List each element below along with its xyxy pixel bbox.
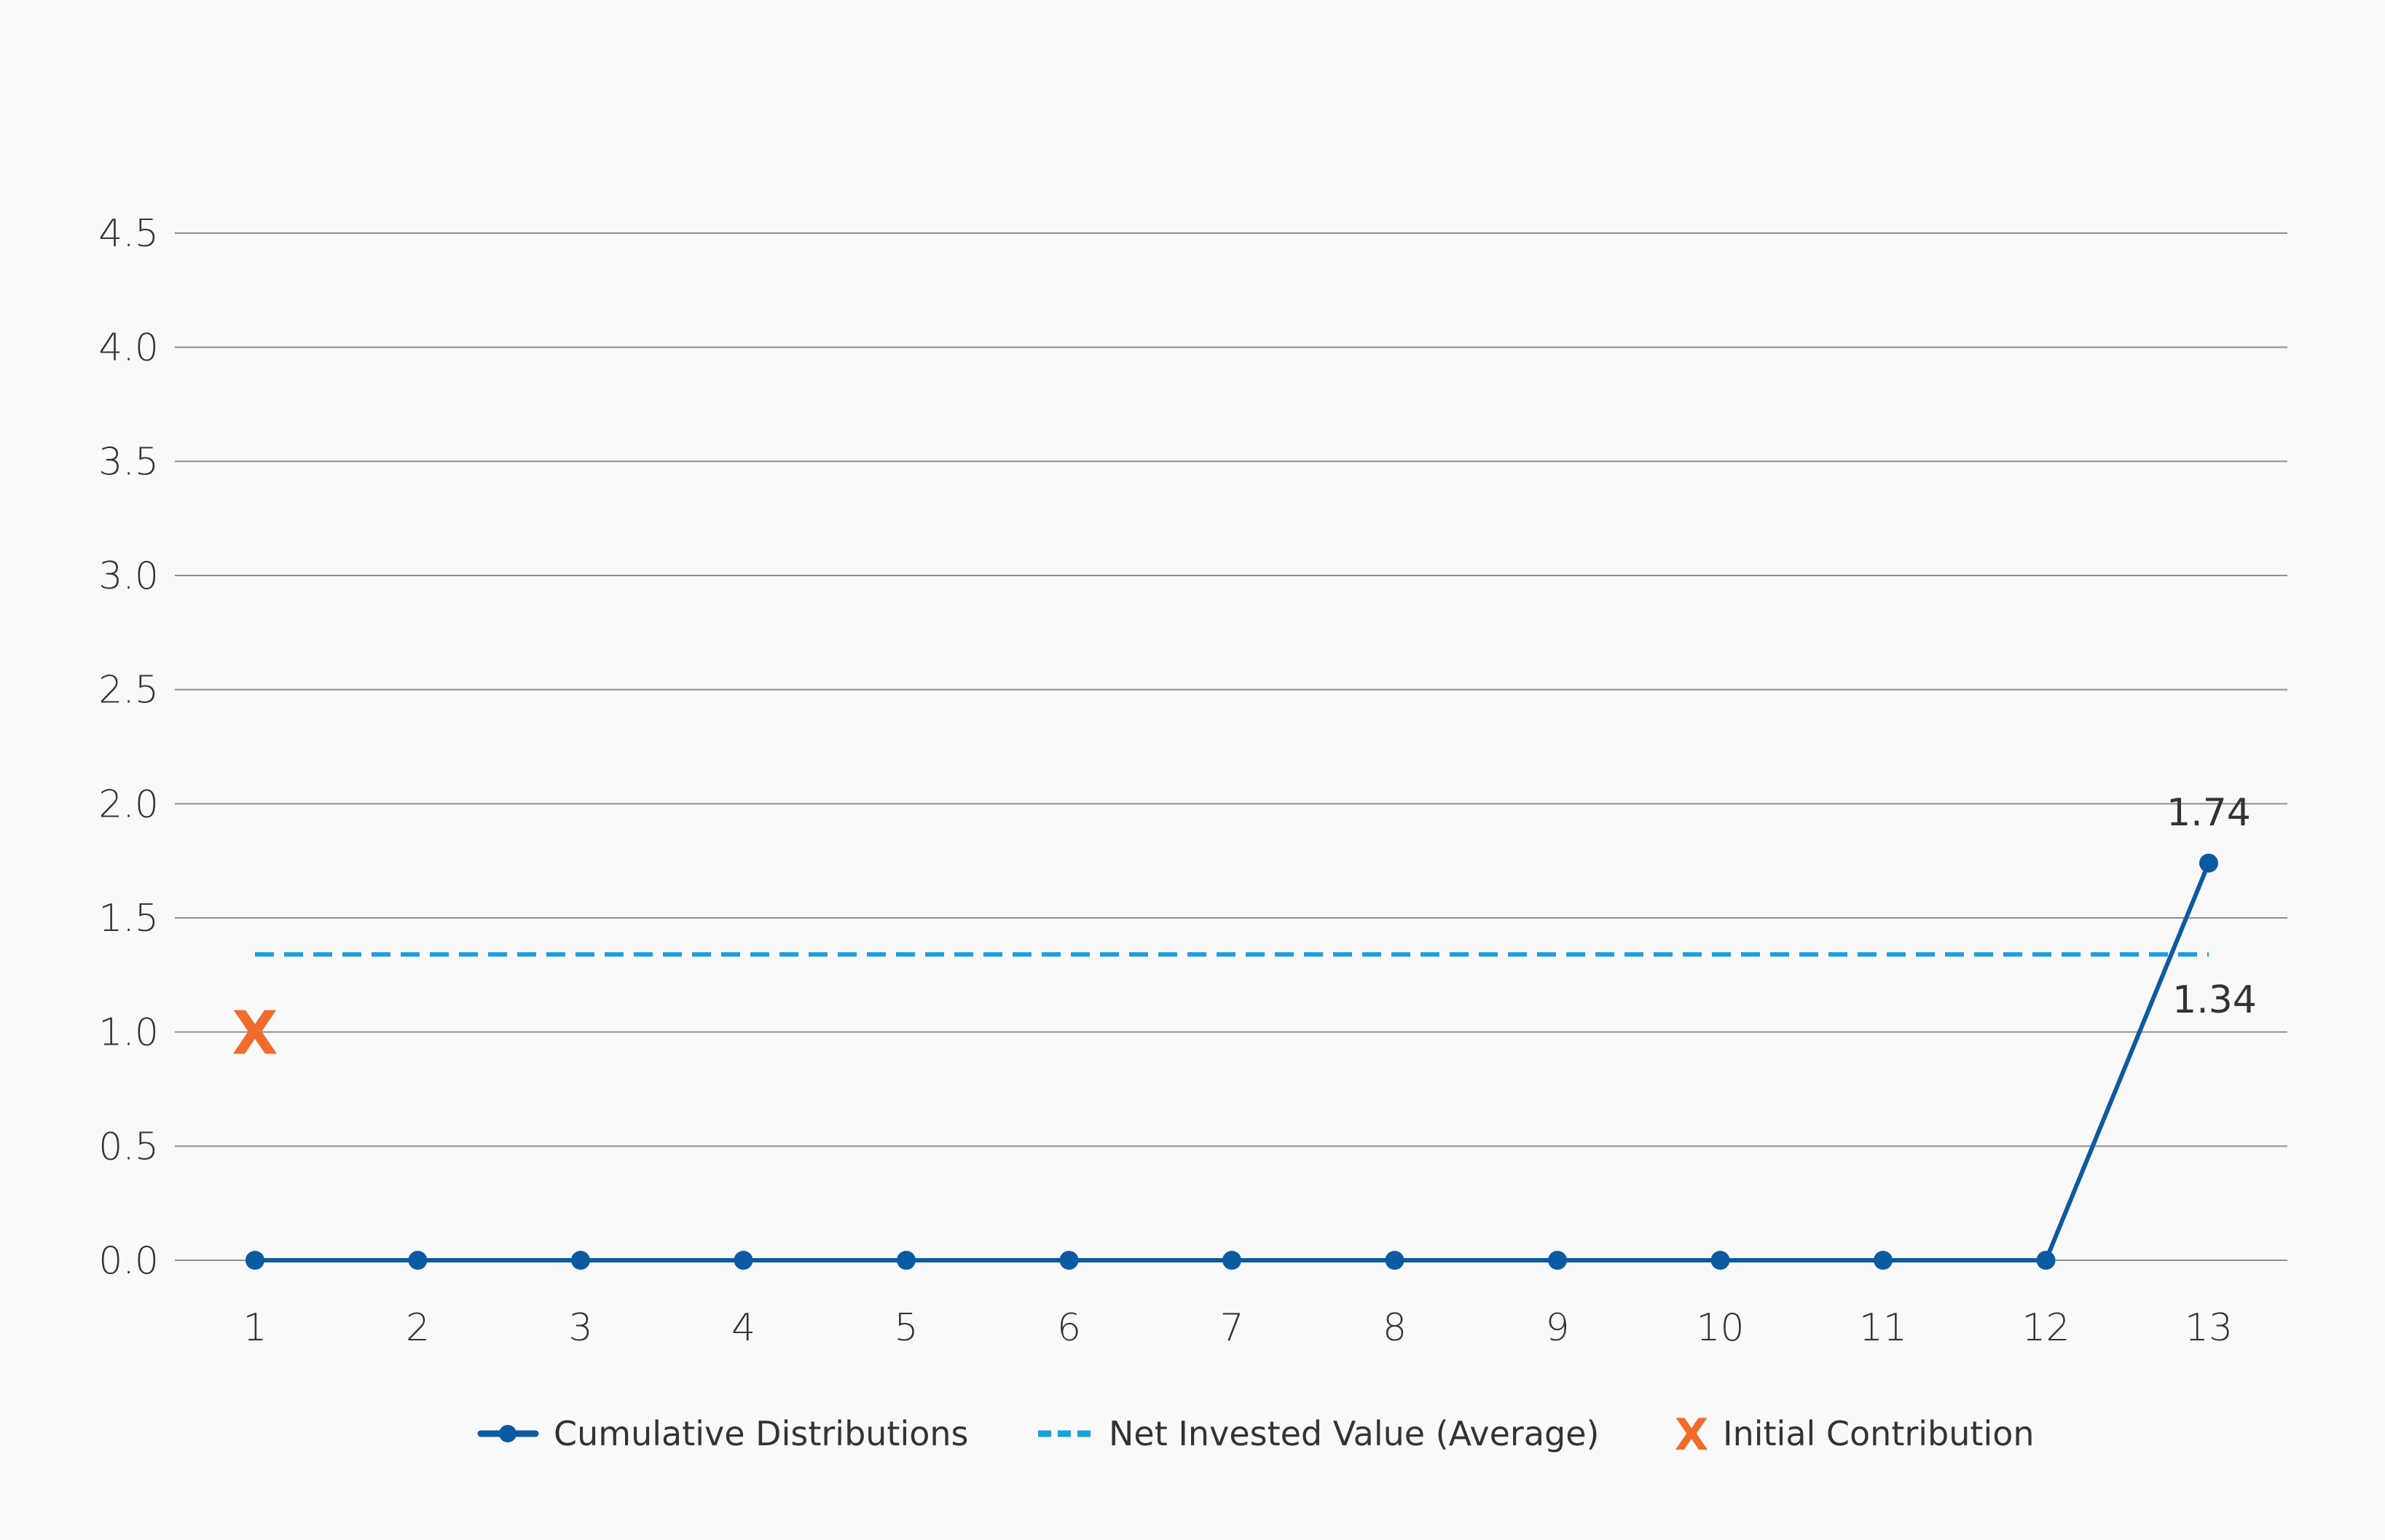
data-point	[897, 1251, 916, 1270]
y-tick-label: 1.5	[98, 897, 159, 940]
data-point	[1222, 1251, 1241, 1270]
data-point	[1385, 1251, 1404, 1270]
data-point	[1710, 1251, 1730, 1270]
data-point	[1874, 1251, 1893, 1270]
x-tick-label: 10	[1696, 1306, 1744, 1350]
x-tick-label: 8	[1383, 1306, 1407, 1350]
y-axis: 0.0 0.5 1.0 1.5 2.0 2.5 3.0 3.5 4.0 4.5	[98, 212, 159, 1283]
y-tick-label: 1.0	[98, 1011, 159, 1055]
x-tick-label: 3	[568, 1306, 592, 1350]
y-tick-label: 3.0	[98, 554, 159, 598]
y-tick-label: 4.0	[98, 326, 159, 370]
data-point	[2036, 1251, 2056, 1270]
data-label-cumulative-distributions: 1.74	[2166, 791, 2251, 835]
y-tick-label: 3.5	[98, 440, 159, 484]
initial-contribution-marker: X	[232, 999, 278, 1069]
y-tick-label: 0.0	[98, 1239, 159, 1283]
legend-label-initial-contribution: Initial Contribution	[1723, 1414, 2035, 1453]
y-tick-label: 4.5	[98, 212, 159, 256]
data-point	[408, 1251, 428, 1270]
legend: Cumulative Distributions Net Invested Val…	[477, 1410, 2035, 1461]
x-tick-label: 4	[731, 1306, 755, 1350]
x-tick-label: 13	[2185, 1306, 2233, 1350]
legend-label-cumulative-distributions: Cumulative Distributions	[554, 1414, 969, 1453]
data-point	[571, 1251, 590, 1270]
data-point	[1548, 1251, 1567, 1270]
x-tick-label: 12	[2021, 1306, 2070, 1350]
data-point	[245, 1251, 264, 1270]
x-tick-label: 1	[243, 1306, 267, 1350]
y-tick-label: 2.5	[98, 669, 159, 712]
data-label-net-invested-value: 1.34	[2172, 978, 2257, 1022]
x-tick-label: 9	[1545, 1306, 1569, 1350]
data-point	[734, 1251, 753, 1270]
plot-area: X 1.74 1.34	[232, 791, 2257, 1270]
legend-label-net-invested-value: Net Invested Value (Average)	[1109, 1414, 1599, 1453]
x-tick-label: 6	[1057, 1306, 1081, 1350]
x-tick-label: 7	[1219, 1306, 1243, 1350]
data-point	[1059, 1251, 1079, 1270]
legend-swatch-initial-contribution: X	[1675, 1410, 1708, 1461]
x-tick-label: 5	[894, 1306, 918, 1350]
grid	[175, 232, 2287, 1261]
x-tick-label: 11	[1859, 1306, 1907, 1350]
y-tick-label: 0.5	[98, 1125, 159, 1168]
x-axis: 1 2 3 4 5 6 7 8 9 10 11 12 13	[243, 1306, 2233, 1350]
data-point	[2199, 853, 2218, 873]
legend-swatch-marker	[499, 1425, 516, 1442]
x-tick-label: 2	[406, 1306, 430, 1350]
series-line-cumulative-distributions	[255, 862, 2211, 1262]
y-tick-label: 2.0	[98, 782, 159, 826]
